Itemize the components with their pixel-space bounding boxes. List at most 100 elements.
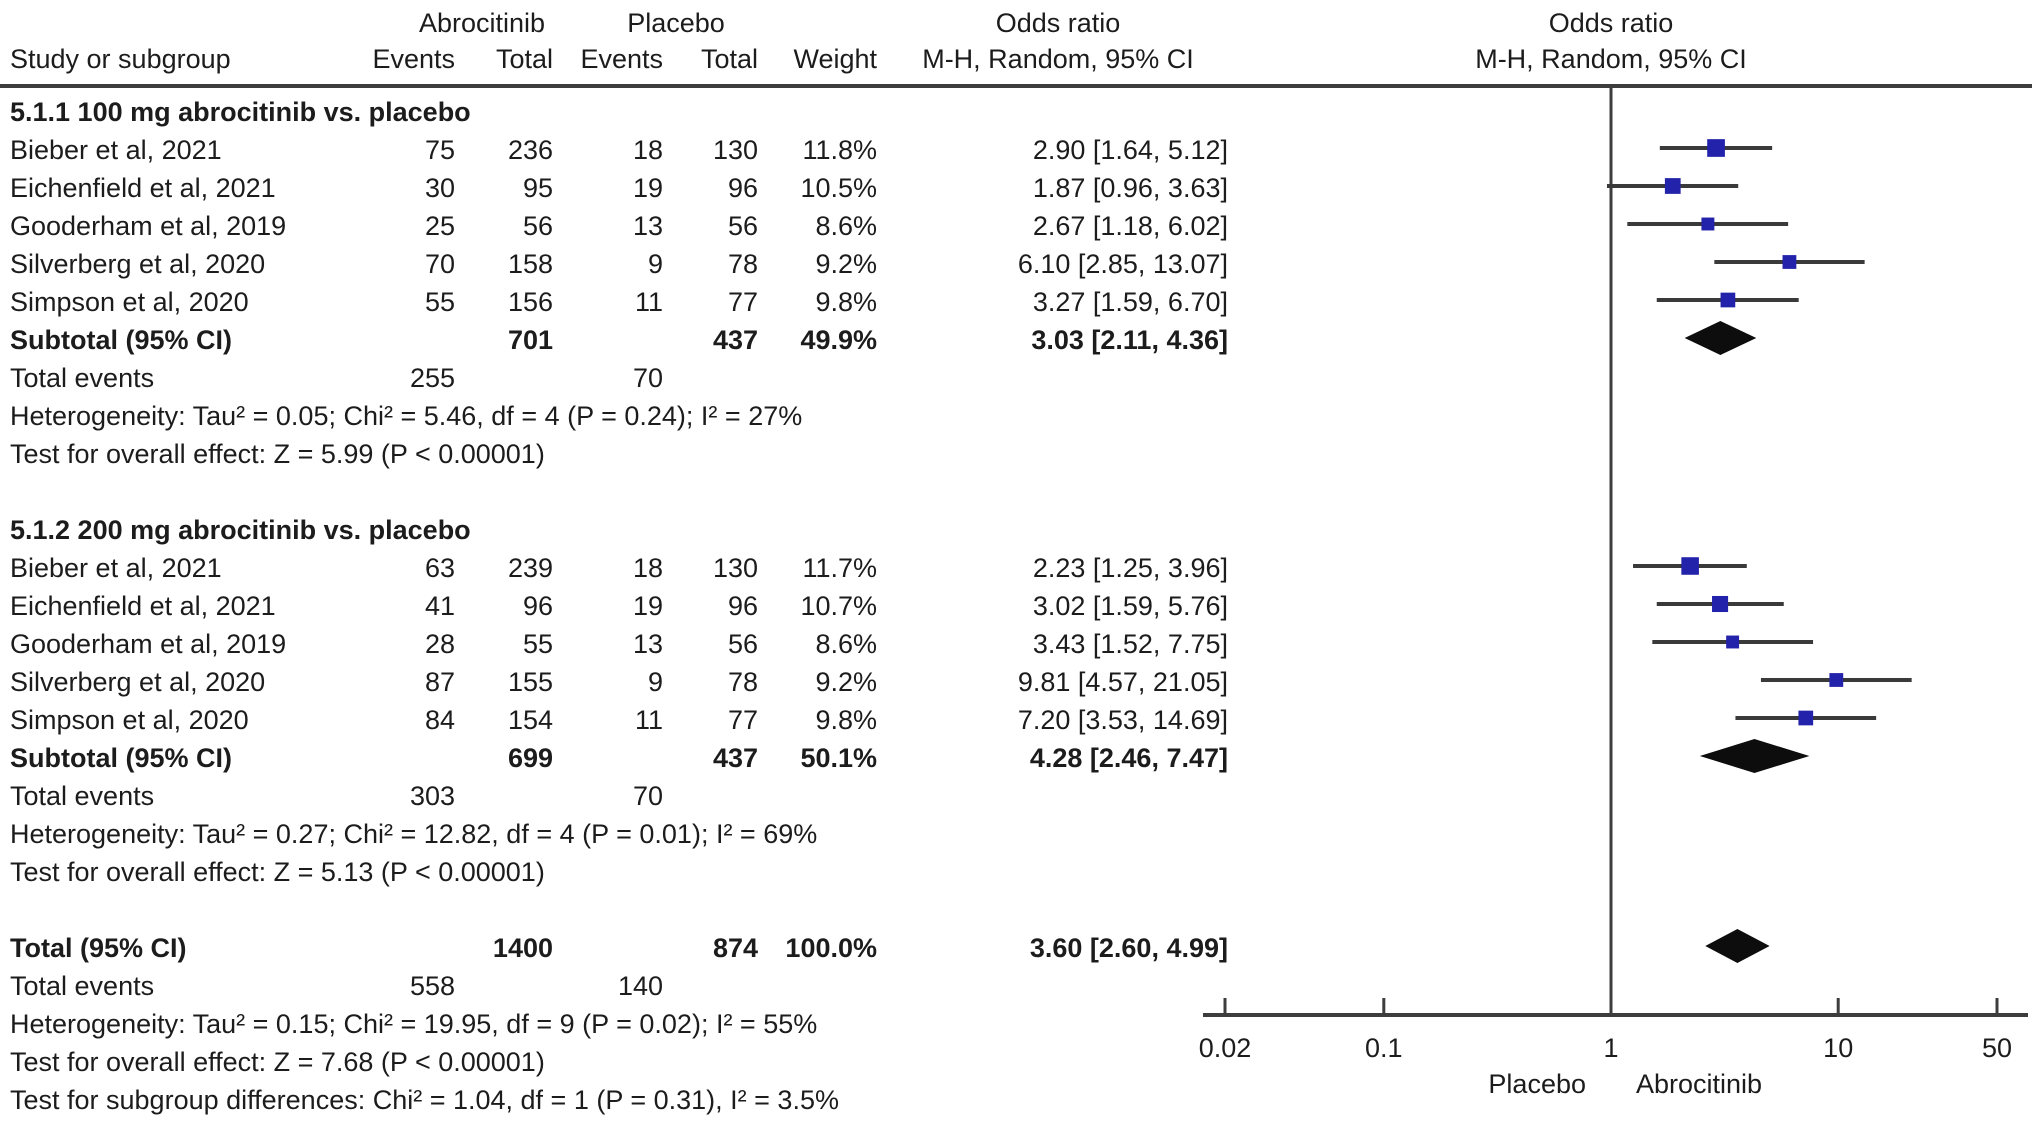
control-events-cell: 70	[632, 781, 663, 811]
weight-cell: 11.7%	[802, 553, 877, 583]
treatment-events-cell: 41	[424, 591, 455, 621]
or-ci-cell: 3.02 [1.59, 5.76]	[1032, 591, 1228, 621]
stats-text: Heterogeneity: Tau² = 0.05; Chi² = 5.46,…	[10, 401, 803, 431]
control-events-cell: 70	[632, 363, 663, 393]
control-events-cell: 13	[632, 629, 663, 659]
or-ci-cell: 2.67 [1.18, 6.02]	[1032, 211, 1228, 241]
study-name-cell: Eichenfield et al, 2021	[10, 173, 276, 203]
subtotal-label: Subtotal (95% CI)	[10, 743, 233, 773]
favours-control-label: Placebo	[1488, 1069, 1586, 1099]
treatment-total-cell: 699	[507, 743, 553, 773]
study-row: Silverberg et al, 2020 87 155 9 78 9.2% 9.81 […	[0, 663, 1240, 701]
subgroup-heading: 5.1.2 200 mg abrocitinib vs. placebo	[10, 515, 471, 545]
or-ci-cell: 4.28 [2.46, 7.47]	[1029, 743, 1228, 773]
treatment-total-cell: 236	[507, 135, 553, 165]
treatment-events-cell: 255	[409, 363, 455, 393]
study-row: Eichenfield et al, 2021 30 95 19 96 10.5% 1.87…	[0, 169, 1240, 207]
control-events-cell: 18	[632, 135, 663, 165]
treatment-total-cell: 55	[522, 629, 553, 659]
study-name-cell: Simpson et al, 2020	[10, 705, 249, 735]
treatment-total-cell: 1400	[492, 933, 553, 963]
study-row: Bieber et al, 2021 75 236 18 130 11.8% 2.90 [1…	[0, 131, 1240, 169]
control-total-cell: 96	[727, 591, 758, 621]
treatment-total-cell: 155	[507, 667, 553, 697]
or-column-header-line1: Odds ratio	[995, 8, 1121, 38]
or-ci-cell: 3.27 [1.59, 6.70]	[1032, 287, 1228, 317]
stats-text: Test for overall effect: Z = 5.13 (P < 0…	[10, 857, 545, 887]
or-ci-cell: 2.23 [1.25, 3.96]	[1032, 553, 1228, 583]
point-estimate-marker	[1782, 255, 1797, 269]
treatment-events-cell: 30	[424, 173, 455, 203]
study-row: Bieber et al, 2021 63 239 18 130 11.7% 2.23 [1…	[0, 549, 1240, 587]
study-name-cell: Bieber et al, 2021	[10, 553, 222, 583]
study-name-cell: Gooderham et al, 2019	[10, 629, 287, 659]
treatment-total-cell: 96	[522, 591, 553, 621]
control-total-cell: 78	[727, 667, 758, 697]
subgroup-heading-row: 5.1.1 100 mg abrocitinib vs. placebo	[0, 93, 1240, 131]
plot-header-line2: M-H, Random, 95% CI	[1475, 44, 1747, 74]
point-estimate-marker	[1712, 595, 1729, 613]
control-total-cell: 130	[712, 135, 758, 165]
study-row: Simpson et al, 2020 55 156 11 77 9.8% 3.27 [1.…	[0, 283, 1240, 321]
total-diamond	[1705, 929, 1770, 963]
treatment-group-header: Abrocitinib	[418, 8, 546, 38]
study-name-cell: Silverberg et al, 2020	[10, 667, 266, 697]
weight-cell: 9.8%	[815, 287, 877, 317]
or-ci-cell: 1.87 [0.96, 3.63]	[1032, 173, 1228, 203]
point-estimate-marker	[1829, 673, 1844, 687]
control-events-cell: 140	[617, 971, 663, 1001]
x-axis-tick-label: 0.02	[1199, 1033, 1252, 1063]
treatment-events-cell: 55	[424, 287, 455, 317]
total-events-label: Total events	[10, 971, 155, 1001]
control-total-cell: 874	[712, 933, 758, 963]
stats-text-row: Heterogeneity: Tau² = 0.15; Chi² = 19.95…	[0, 1005, 1240, 1043]
treatment-events-cell: 558	[409, 971, 455, 1001]
stats-text: Test for overall effect: Z = 7.68 (P < 0…	[10, 1047, 545, 1077]
treatment-total-cell: 95	[522, 173, 553, 203]
treatment-total-header: Total	[495, 44, 553, 74]
study-column-header: Study or subgroup	[10, 44, 231, 74]
x-axis-tick-label: 50	[1982, 1033, 2012, 1063]
treatment-events-cell: 303	[409, 781, 455, 811]
control-total-cell: 77	[727, 287, 758, 317]
point-estimate-marker	[1798, 710, 1814, 726]
or-ci-cell: 3.60 [2.60, 4.99]	[1029, 933, 1228, 963]
control-events-cell: 13	[632, 211, 663, 241]
treatment-events-cell: 70	[424, 249, 455, 279]
point-estimate-marker	[1726, 635, 1740, 649]
weight-cell: 49.9%	[800, 325, 877, 355]
treatment-events-header: Events	[372, 44, 455, 74]
control-events-cell: 9	[647, 667, 663, 697]
stats-text-row: Test for subgroup differences: Chi² = 1.…	[0, 1081, 1240, 1119]
control-total-header: Total	[700, 44, 758, 74]
x-axis-tick-label: 0.1	[1365, 1033, 1403, 1063]
subtotal-diamond	[1699, 739, 1810, 773]
subgroup-heading: 5.1.1 100 mg abrocitinib vs. placebo	[10, 97, 471, 127]
weight-cell: 50.1%	[800, 743, 877, 773]
control-events-cell: 11	[634, 705, 663, 735]
plot-header-line1: Odds ratio	[1548, 8, 1674, 38]
stats-text: Heterogeneity: Tau² = 0.27; Chi² = 12.82…	[10, 819, 818, 849]
total-events-row: Total events 303 70	[0, 777, 1240, 815]
subtotal-label: Subtotal (95% CI)	[10, 325, 233, 355]
study-name-cell: Simpson et al, 2020	[10, 287, 249, 317]
study-name-cell: Bieber et al, 2021	[10, 135, 222, 165]
x-axis-tick-label: 10	[1823, 1033, 1853, 1063]
subtotal-diamond	[1684, 321, 1757, 355]
total-events-label: Total events	[10, 781, 155, 811]
treatment-events-cell: 87	[424, 667, 455, 697]
weight-cell: 10.7%	[800, 591, 877, 621]
total-events-row: Total events 558 140	[0, 967, 1240, 1005]
weight-cell: 11.8%	[802, 135, 877, 165]
control-group-header: Placebo	[627, 8, 725, 38]
x-axis-tick-label: 1	[1603, 1033, 1618, 1063]
total-row: Total (95% CI) 1400 874 100.0% 3.60 [2.60, 4…	[0, 929, 1240, 967]
study-row: Gooderham et al, 2019 28 55 13 56 8.6% 3.43 [1…	[0, 625, 1240, 663]
control-events-cell: 19	[632, 173, 663, 203]
treatment-total-cell: 154	[507, 705, 553, 735]
treatment-events-cell: 75	[424, 135, 455, 165]
or-ci-cell: 9.81 [4.57, 21.05]	[1017, 667, 1228, 697]
weight-cell: 9.2%	[815, 667, 877, 697]
